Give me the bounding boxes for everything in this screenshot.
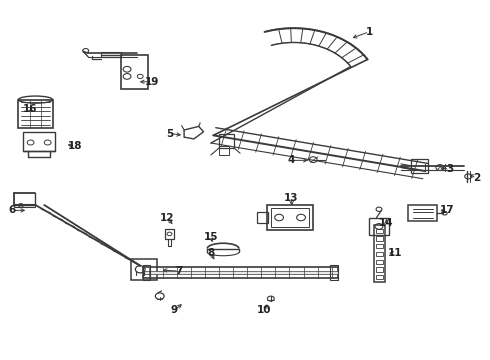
Bar bbox=[408, 205, 438, 221]
Bar bbox=[19, 100, 52, 128]
Bar bbox=[130, 258, 157, 280]
Bar bbox=[376, 244, 383, 248]
Bar bbox=[376, 236, 383, 240]
Text: 7: 7 bbox=[175, 266, 183, 276]
Text: 10: 10 bbox=[257, 305, 272, 315]
Text: 1: 1 bbox=[366, 27, 373, 37]
Bar bbox=[376, 229, 383, 233]
Text: 17: 17 bbox=[440, 205, 455, 215]
Text: 11: 11 bbox=[388, 248, 402, 258]
Bar bbox=[143, 271, 338, 274]
Bar bbox=[376, 267, 383, 271]
Bar bbox=[219, 146, 229, 155]
Text: 3: 3 bbox=[446, 164, 453, 174]
Bar bbox=[219, 134, 234, 148]
Bar bbox=[165, 229, 174, 239]
Bar bbox=[376, 252, 383, 256]
Text: 9: 9 bbox=[171, 305, 178, 315]
Bar bbox=[374, 225, 385, 282]
Bar bbox=[257, 212, 268, 223]
Bar bbox=[376, 260, 383, 264]
Bar bbox=[369, 217, 389, 235]
Text: 16: 16 bbox=[23, 104, 37, 113]
Text: 2: 2 bbox=[473, 173, 480, 183]
Bar bbox=[143, 267, 338, 278]
Bar bbox=[143, 265, 150, 280]
Text: 18: 18 bbox=[68, 141, 83, 151]
Bar bbox=[271, 208, 309, 227]
Bar bbox=[376, 275, 383, 279]
Text: 13: 13 bbox=[284, 193, 298, 203]
Bar bbox=[411, 158, 428, 173]
Bar bbox=[121, 55, 147, 89]
Text: 5: 5 bbox=[166, 129, 173, 139]
Text: 19: 19 bbox=[145, 77, 160, 87]
Bar bbox=[267, 205, 313, 230]
Text: 12: 12 bbox=[160, 212, 174, 222]
Bar bbox=[101, 53, 121, 57]
Text: 15: 15 bbox=[204, 232, 218, 242]
Text: 14: 14 bbox=[379, 218, 393, 228]
Text: 4: 4 bbox=[288, 156, 295, 165]
Text: 8: 8 bbox=[207, 248, 215, 258]
Text: 6: 6 bbox=[8, 205, 16, 215]
Bar bbox=[14, 204, 35, 207]
Bar bbox=[24, 132, 55, 152]
Bar bbox=[330, 265, 338, 280]
